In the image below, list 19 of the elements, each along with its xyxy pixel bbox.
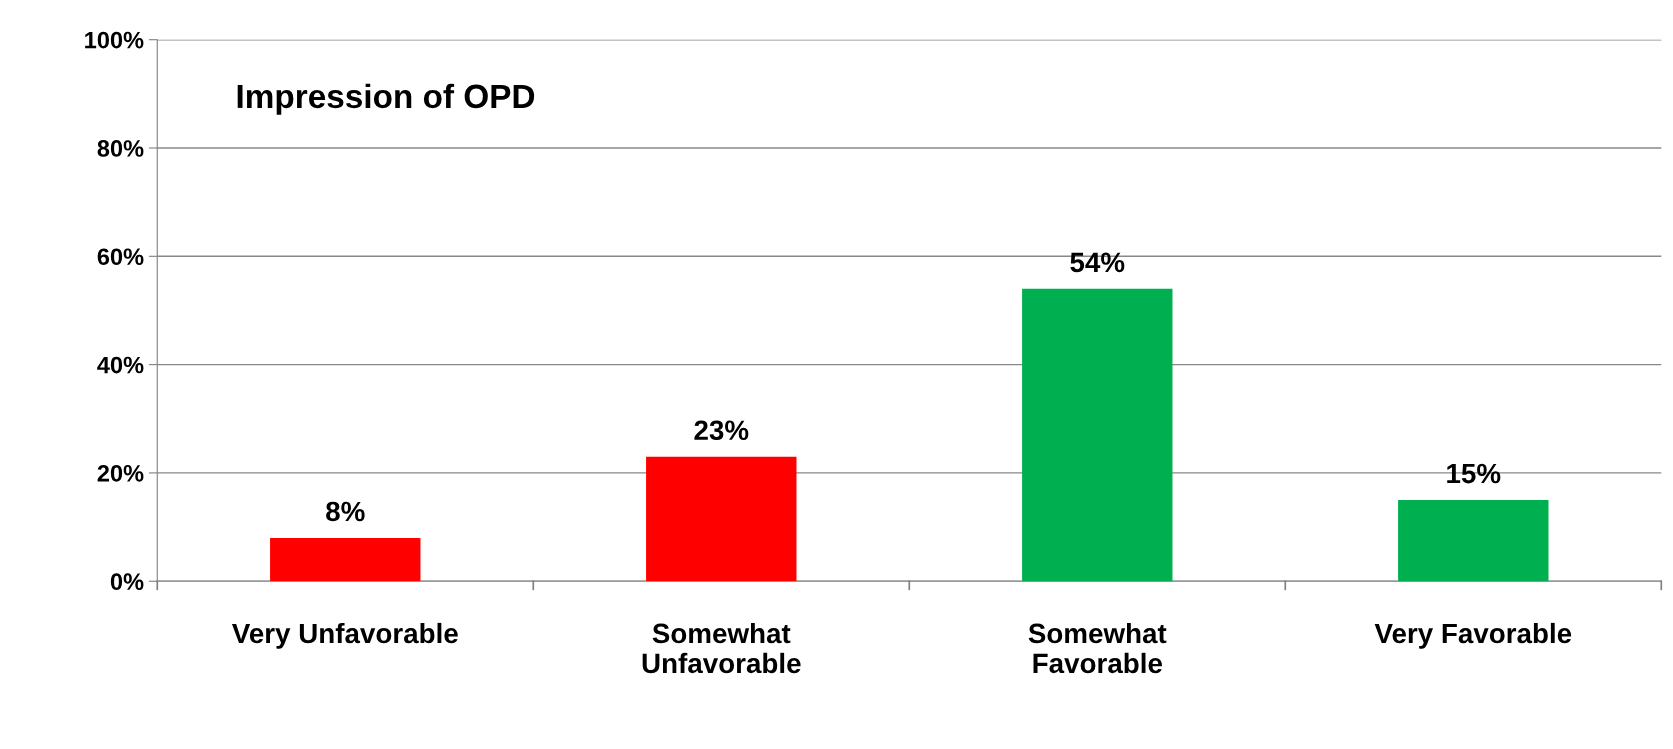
y-tick-label: 100% bbox=[85, 31, 144, 49]
y-tick-label: 0% bbox=[110, 573, 144, 591]
data-label: 54% bbox=[1070, 252, 1125, 273]
x-tick-label: Somewhat Favorable bbox=[1028, 622, 1167, 674]
bar bbox=[270, 537, 421, 582]
x-tick-label: Somewhat Unfavorable bbox=[642, 622, 801, 674]
bar bbox=[1022, 288, 1173, 582]
data-label: 8% bbox=[326, 501, 365, 522]
annotation: Impression of OPD bbox=[237, 83, 535, 115]
x-tick-label: Very Favorable bbox=[1374, 622, 1572, 649]
y-tick-label: 80% bbox=[97, 140, 144, 157]
bar bbox=[646, 456, 797, 582]
y-tick-label: 60% bbox=[97, 248, 144, 266]
x-tick-label: Very Unfavorable bbox=[231, 622, 458, 649]
y-tick-label: 40% bbox=[97, 356, 144, 374]
bar bbox=[1398, 499, 1549, 582]
data-label: 23% bbox=[694, 420, 749, 441]
data-label: 15% bbox=[1447, 463, 1501, 484]
y-tick-label: 20% bbox=[97, 464, 144, 482]
